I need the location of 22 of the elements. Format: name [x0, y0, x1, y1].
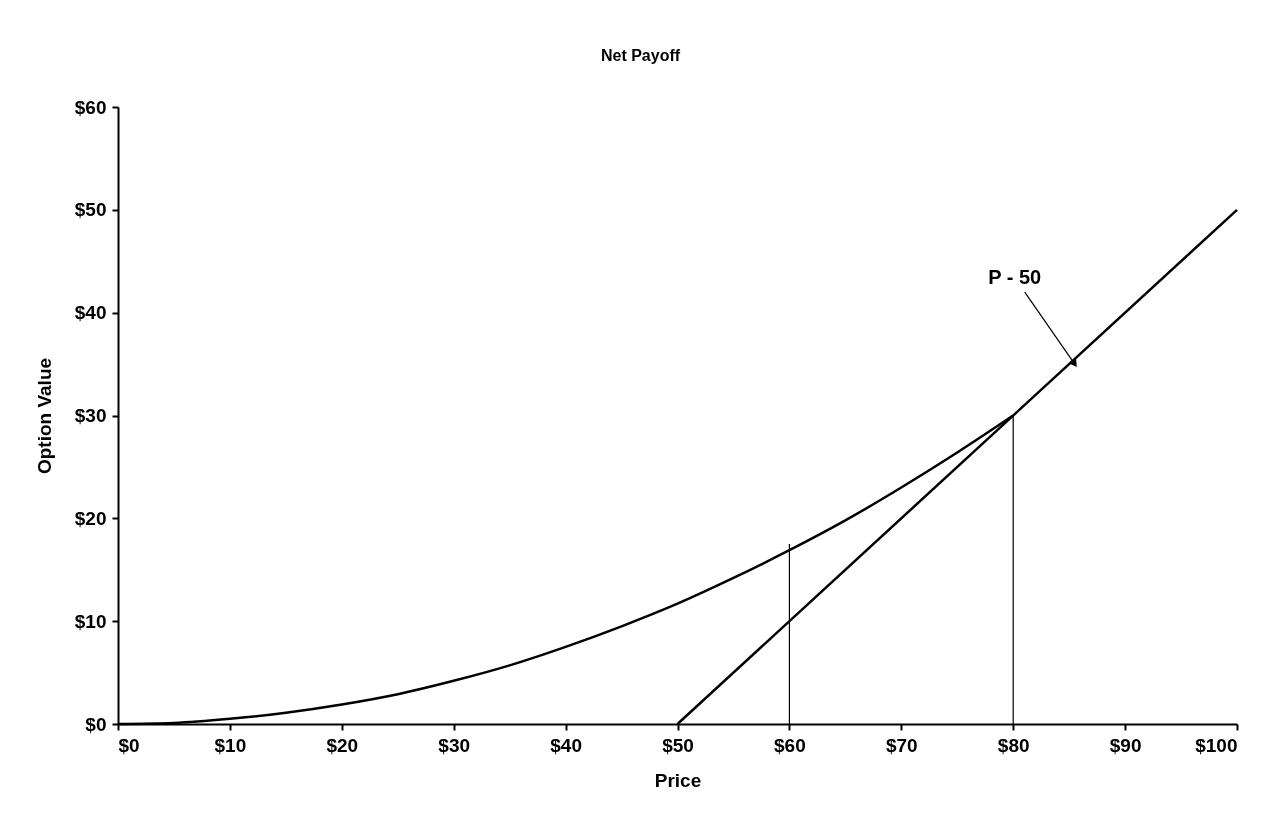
y-tick-label: $50 — [74, 199, 107, 221]
x-tick-label: $100 — [1195, 734, 1238, 756]
x-tick-label: $10 — [214, 734, 247, 756]
x-tick-label: $30 — [438, 734, 471, 756]
x-tick-label: $60 — [774, 734, 806, 756]
x-tick-label: $70 — [885, 734, 918, 756]
x-tick-label: $80 — [997, 734, 1030, 756]
y-tick-label: $0 — [85, 713, 107, 735]
x-tick-label: $90 — [1109, 734, 1142, 756]
chart-title: Net Payoff — [600, 47, 681, 64]
x-tick-label: $20 — [326, 734, 359, 756]
x-tick-label: $0 — [118, 734, 140, 756]
x-axis-title: Price — [654, 769, 702, 791]
y-tick-label: $10 — [74, 610, 107, 632]
y-tick-label: $40 — [74, 302, 107, 324]
y-tick-label: $30 — [74, 405, 107, 426]
annotation: P - 50 — [988, 266, 1042, 289]
x-tick-label: $40 — [550, 734, 582, 756]
x-tick-label: $50 — [662, 734, 694, 756]
y-tick-label: $20 — [74, 507, 107, 529]
y-tick-label: $60 — [74, 96, 107, 118]
y-axis-title: Option Value — [33, 357, 55, 475]
